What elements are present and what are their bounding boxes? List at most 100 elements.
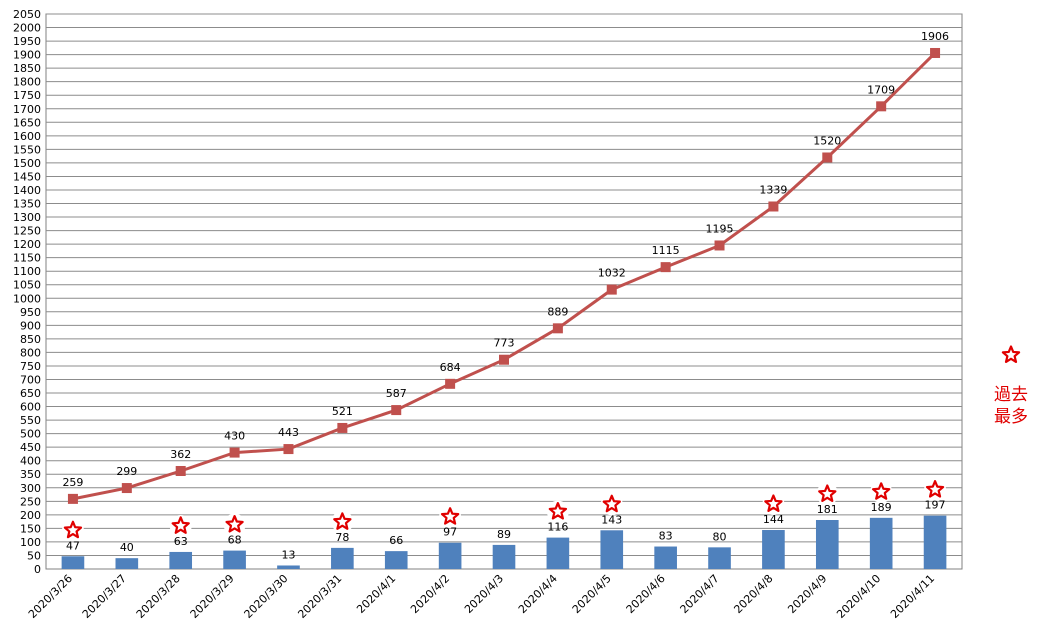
y-axis-ticks: 0501001502002503003504004505005506006507… xyxy=(13,8,41,576)
y-tick-label: 1350 xyxy=(13,198,41,211)
y-tick-label: 1150 xyxy=(13,252,41,265)
x-tick-label: 2020/4/1 xyxy=(354,572,398,616)
bar-data-label: 68 xyxy=(228,534,242,547)
bar xyxy=(762,530,785,569)
x-tick-label: 2020/4/6 xyxy=(624,572,668,616)
x-tick-label: 2020/4/3 xyxy=(462,572,506,616)
line-point xyxy=(391,405,402,416)
x-axis-ticks: 2020/3/26 2020/3/27 2020/3/28 2020/3/29 2020… xyxy=(26,572,937,621)
line-point xyxy=(445,378,456,389)
bar xyxy=(600,530,624,569)
bar-data-label: 97 xyxy=(443,526,457,539)
bar-data-label: 63 xyxy=(174,535,188,548)
gridlines xyxy=(46,13,962,556)
record-star-icon xyxy=(331,510,354,533)
y-tick-label: 1900 xyxy=(13,49,41,62)
line-point xyxy=(552,323,563,334)
x-tick-label: 2020/4/7 xyxy=(678,572,722,616)
bar xyxy=(115,558,139,569)
y-tick-label: 1500 xyxy=(13,157,41,170)
x-tick-label: 2020/3/27 xyxy=(80,572,129,621)
bar xyxy=(384,551,408,569)
x-tick-label: 2020/3/30 xyxy=(242,572,291,621)
bar xyxy=(277,565,300,569)
x-tick-label: 2020/3/26 xyxy=(26,572,75,621)
bar-data-label: 47 xyxy=(66,539,80,552)
line-point xyxy=(229,447,240,458)
y-tick-label: 550 xyxy=(20,414,41,427)
y-tick-label: 2050 xyxy=(13,8,41,21)
legend-star-icon xyxy=(1000,344,1022,366)
y-tick-label: 750 xyxy=(20,360,41,373)
y-tick-label: 700 xyxy=(20,373,41,386)
record-markers xyxy=(61,478,947,542)
y-tick-label: 100 xyxy=(20,536,41,549)
x-tick-label: 2020/4/5 xyxy=(570,572,614,616)
legend-label: 過去最多 xyxy=(994,385,1028,427)
line-data-label: 430 xyxy=(224,430,245,443)
record-star-icon xyxy=(600,493,623,516)
line-data-label: 889 xyxy=(547,305,568,318)
record-star-icon xyxy=(870,480,893,503)
y-tick-label: 400 xyxy=(20,455,41,468)
y-tick-label: 1800 xyxy=(13,76,41,89)
y-tick-label: 1100 xyxy=(13,265,41,278)
line-point xyxy=(930,47,941,58)
bar xyxy=(331,547,354,569)
x-tick-label: 2020/4/11 xyxy=(888,572,937,621)
bar xyxy=(61,556,85,569)
line-data-label: 684 xyxy=(440,361,461,374)
line-point xyxy=(606,284,617,295)
bar xyxy=(923,515,947,569)
record-star-icon xyxy=(439,505,462,528)
y-tick-label: 50 xyxy=(27,549,41,562)
line-data-label: 1032 xyxy=(598,267,626,280)
y-tick-label: 1200 xyxy=(13,238,41,251)
line-data-label: 259 xyxy=(62,476,83,489)
y-tick-label: 300 xyxy=(20,482,41,495)
x-tick-label: 2020/3/29 xyxy=(188,572,237,621)
record-star-icon xyxy=(169,514,192,537)
line-data-label: 521 xyxy=(332,405,353,418)
line-point xyxy=(822,152,833,163)
line-data-label: 443 xyxy=(278,426,299,439)
bar xyxy=(169,551,193,569)
bar xyxy=(654,546,677,569)
line-point xyxy=(714,240,725,251)
y-tick-label: 450 xyxy=(20,441,41,454)
line-point xyxy=(876,101,887,112)
line-point xyxy=(175,465,186,476)
record-star-icon xyxy=(223,513,246,536)
bar xyxy=(223,550,246,569)
line-data-label: 1709 xyxy=(867,83,895,96)
y-tick-label: 1600 xyxy=(13,130,41,143)
y-tick-label: 0 xyxy=(34,563,41,576)
y-tick-label: 1050 xyxy=(13,279,41,292)
y-tick-label: 1450 xyxy=(13,170,41,183)
bar-data-label: 40 xyxy=(120,541,134,554)
line-data-label: 587 xyxy=(386,387,407,400)
line-point xyxy=(499,354,509,365)
bar-data-label: 78 xyxy=(335,531,349,544)
y-tick-label: 650 xyxy=(20,387,41,400)
y-tick-label: 1950 xyxy=(13,35,41,48)
plot-area xyxy=(45,13,963,570)
line-point xyxy=(283,444,294,455)
record-star-icon xyxy=(762,493,785,516)
y-tick-label: 250 xyxy=(20,495,41,508)
x-tick-label: 2020/4/10 xyxy=(834,572,883,621)
line-data-label: 362 xyxy=(170,448,191,461)
bar-data-label: 89 xyxy=(497,528,511,541)
y-tick-label: 1550 xyxy=(13,143,41,156)
line-data-label: 1115 xyxy=(652,244,680,257)
line-data-label: 1339 xyxy=(759,183,787,196)
x-tick-label: 2020/4/2 xyxy=(408,572,452,616)
y-tick-label: 600 xyxy=(20,401,41,414)
bar-data-label: 197 xyxy=(925,499,946,512)
line-point xyxy=(660,262,671,273)
record-star-icon xyxy=(546,500,569,523)
record-star-icon xyxy=(61,519,84,542)
y-tick-label: 200 xyxy=(20,509,41,522)
bar-data-label: 189 xyxy=(871,501,892,514)
